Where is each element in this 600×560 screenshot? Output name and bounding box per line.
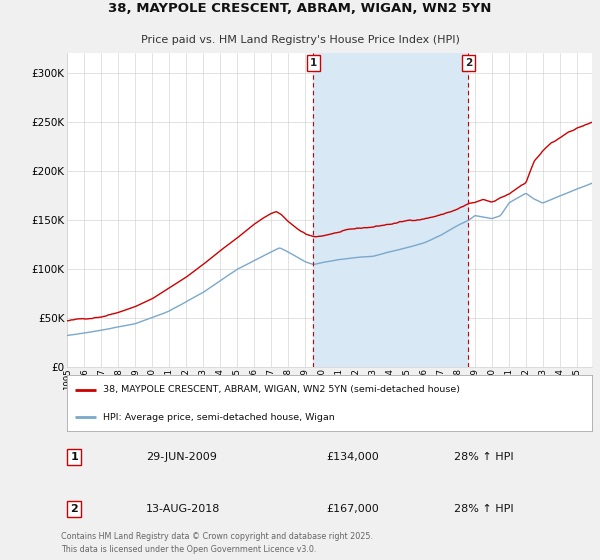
- Text: 2: 2: [71, 504, 79, 514]
- Text: 38, MAYPOLE CRESCENT, ABRAM, WIGAN, WN2 5YN: 38, MAYPOLE CRESCENT, ABRAM, WIGAN, WN2 …: [109, 2, 491, 15]
- Text: Price paid vs. HM Land Registry's House Price Index (HPI): Price paid vs. HM Land Registry's House …: [140, 35, 460, 45]
- Text: 29-JUN-2009: 29-JUN-2009: [146, 452, 217, 462]
- Bar: [313, 53, 469, 367]
- Text: 1: 1: [71, 452, 79, 462]
- Text: 28% ↑ HPI: 28% ↑ HPI: [454, 504, 514, 514]
- Text: 1: 1: [310, 58, 317, 68]
- Text: 13-AUG-2018: 13-AUG-2018: [146, 504, 221, 514]
- Text: HPI: Average price, semi-detached house, Wigan: HPI: Average price, semi-detached house,…: [103, 413, 335, 422]
- Text: 38, MAYPOLE CRESCENT, ABRAM, WIGAN, WN2 5YN (semi-detached house): 38, MAYPOLE CRESCENT, ABRAM, WIGAN, WN2 …: [103, 385, 460, 394]
- Text: £167,000: £167,000: [326, 504, 379, 514]
- Text: 2: 2: [465, 58, 472, 68]
- Text: 28% ↑ HPI: 28% ↑ HPI: [454, 452, 514, 462]
- Text: Contains HM Land Registry data © Crown copyright and database right 2025.
This d: Contains HM Land Registry data © Crown c…: [61, 532, 373, 553]
- Text: £134,000: £134,000: [326, 452, 379, 462]
